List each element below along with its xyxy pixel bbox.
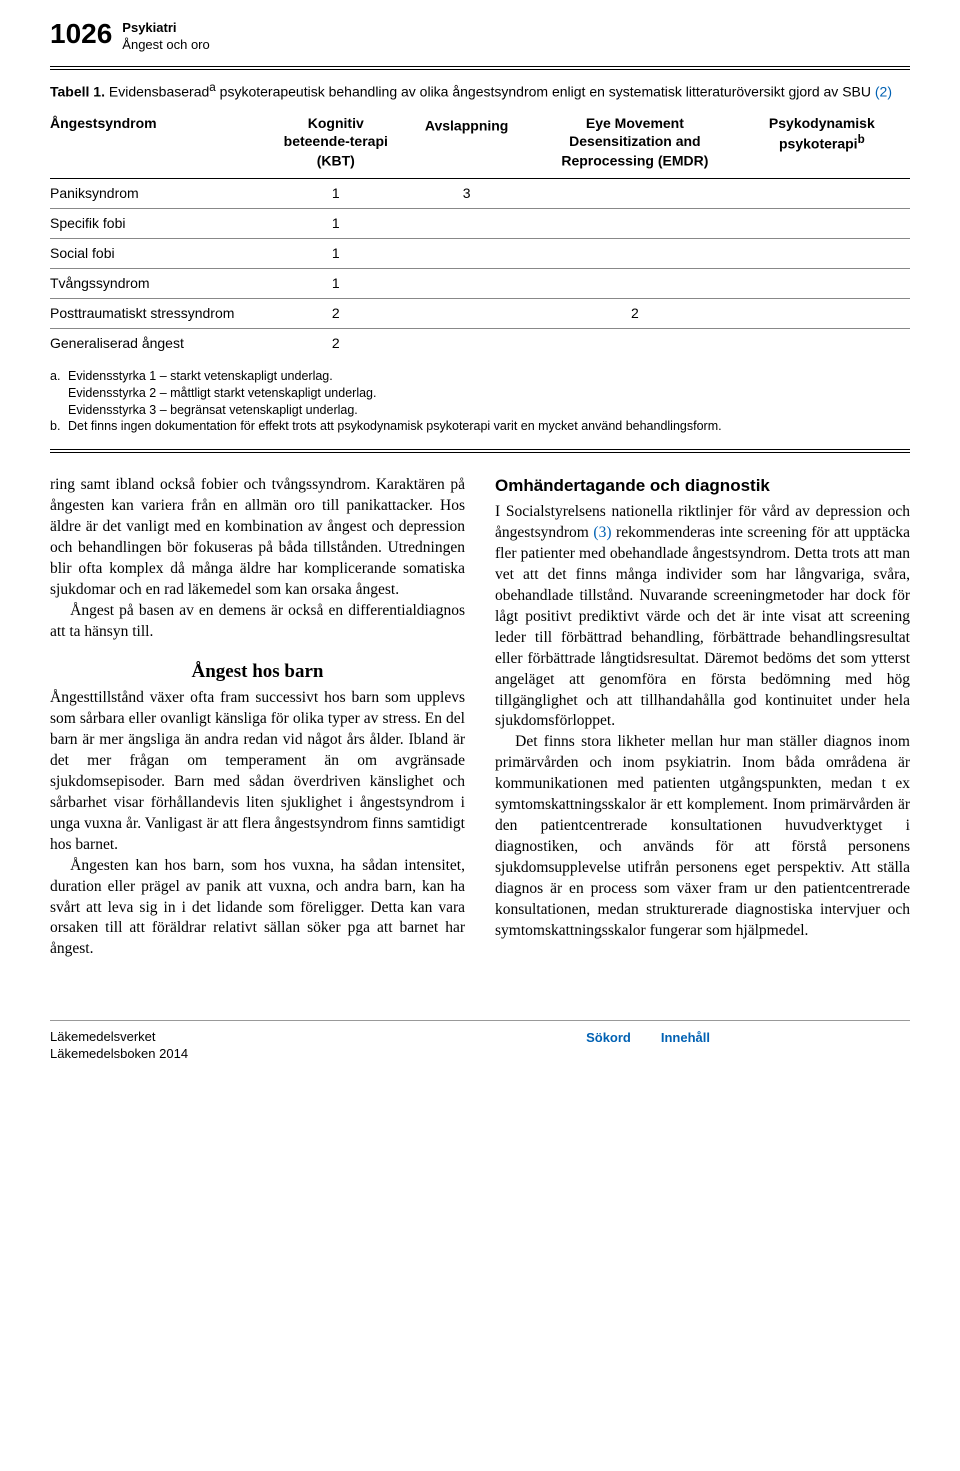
body-columns: ring samt ibland också fobier och tvångs… [50,475,910,960]
section-heading: Ångest hos barn [50,659,465,685]
cell [405,269,536,299]
caption-text-pre: Evidensbaserad [109,83,209,99]
paragraph: I Socialstyrelsens nationella riktlinjer… [495,502,910,732]
footnote-line: Evidensstyrka 2 – måttligt starkt vetens… [68,386,376,400]
footnote-line: Evidensstyrka 3 – begränsat vetenskaplig… [68,403,358,417]
row-label: Specifik fobi [50,209,274,239]
table-row: Posttraumatiskt stressyndrom 2 2 [50,299,910,329]
th-syndrome: Ångestsyndrom [50,111,274,179]
footer-link-sokord[interactable]: Sökord [586,1029,631,1047]
table-row: Generaliserad ångest 2 [50,328,910,357]
caption-text-post: psykoterapeutisk behandling av olika ång… [216,83,875,99]
footer-line: Läkemedelsboken 2014 [50,1046,188,1063]
cell: 2 [536,299,742,329]
cell [742,299,910,329]
cell [405,299,536,329]
evidence-table: Ångestsyndrom Kognitiv beteende-terapi (… [50,111,910,358]
paragraph: Ångesten kan hos barn, som hos vuxna, ha… [50,856,465,961]
cell [536,239,742,269]
cell: 1 [274,179,405,209]
cell [536,328,742,357]
table-row: Specifik fobi 1 [50,209,910,239]
cell: 1 [274,209,405,239]
cell [405,328,536,357]
paragraph: Ångesttillstånd växer ofta fram successi… [50,688,465,855]
th-emdr: Eye Movement Desensitization and Reproce… [536,111,742,179]
section-heading: Omhändertagande och diagnostik [495,475,910,498]
paragraph: Det finns stora likheter mellan hur man … [495,732,910,941]
paragraph: Ångest på basen av en demens är också en… [50,601,465,643]
cell: 1 [274,269,405,299]
footnote-line: Det finns ingen dokumentation för effekt… [68,418,722,435]
right-column: Omhändertagande och diagnostik I Socials… [495,475,910,960]
table-row: Tvångssyndrom 1 [50,269,910,299]
footer-publisher: Läkemedelsverket Läkemedelsboken 2014 [50,1029,188,1063]
table-label: Tabell 1. [50,83,105,99]
header-category: Psykiatri [122,20,209,37]
cell [742,239,910,269]
para-text: rekommenderas inte screening för att upp… [495,524,910,729]
footer-link-innehall[interactable]: Innehåll [661,1029,710,1047]
footnote-line: Evidensstyrka 1 – starkt vetenskapligt u… [68,369,333,383]
page-footer: Läkemedelsverket Läkemedelsboken 2014 Sö… [50,1020,910,1063]
page-header: 1026 Psykiatri Ångest och oro [50,20,910,54]
th-psykodyn: Psykodynamisk psykoterapib [742,111,910,179]
footer-links: Sökord Innehåll [586,1029,710,1047]
footnote-b: b. Det finns ingen dokumentation för eff… [50,418,910,435]
row-label: Social fobi [50,239,274,269]
cell [536,209,742,239]
cell [405,239,536,269]
table-header-row: Ångestsyndrom Kognitiv beteende-terapi (… [50,111,910,179]
cell: 3 [405,179,536,209]
footer-line: Läkemedelsverket [50,1029,188,1046]
table-footnotes: a. Evidensstyrka 1 – starkt vetenskaplig… [50,368,910,436]
cell [536,179,742,209]
header-text: Psykiatri Ångest och oro [122,20,209,54]
row-label: Tvångssyndrom [50,269,274,299]
cell [742,328,910,357]
table-row: Social fobi 1 [50,239,910,269]
th-avslappning: Avslappning [405,111,536,179]
cell [742,269,910,299]
table-caption: Tabell 1. Evidensbaserada psykoterapeuti… [50,80,910,102]
cell: 2 [274,328,405,357]
cell [536,269,742,299]
table-block: Tabell 1. Evidensbaserada psykoterapeuti… [50,66,910,454]
paragraph: ring samt ibland också fobier och tvångs… [50,475,465,601]
row-label: Posttraumatiskt stressyndrom [50,299,274,329]
footnote-a: a. Evidensstyrka 1 – starkt vetenskaplig… [50,368,910,419]
page-number: 1026 [50,20,112,48]
cell [742,179,910,209]
header-subtitle: Ångest och oro [122,37,209,54]
left-column: ring samt ibland också fobier och tvångs… [50,475,465,960]
th-kbt: Kognitiv beteende-terapi (KBT) [274,111,405,179]
table-row: Paniksyndrom 1 3 [50,179,910,209]
caption-ref[interactable]: (2) [875,83,892,99]
cell: 2 [274,299,405,329]
inline-ref[interactable]: (3) [593,524,611,541]
cell: 1 [274,239,405,269]
row-label: Paniksyndrom [50,179,274,209]
cell [742,209,910,239]
row-label: Generaliserad ångest [50,328,274,357]
cell [405,209,536,239]
